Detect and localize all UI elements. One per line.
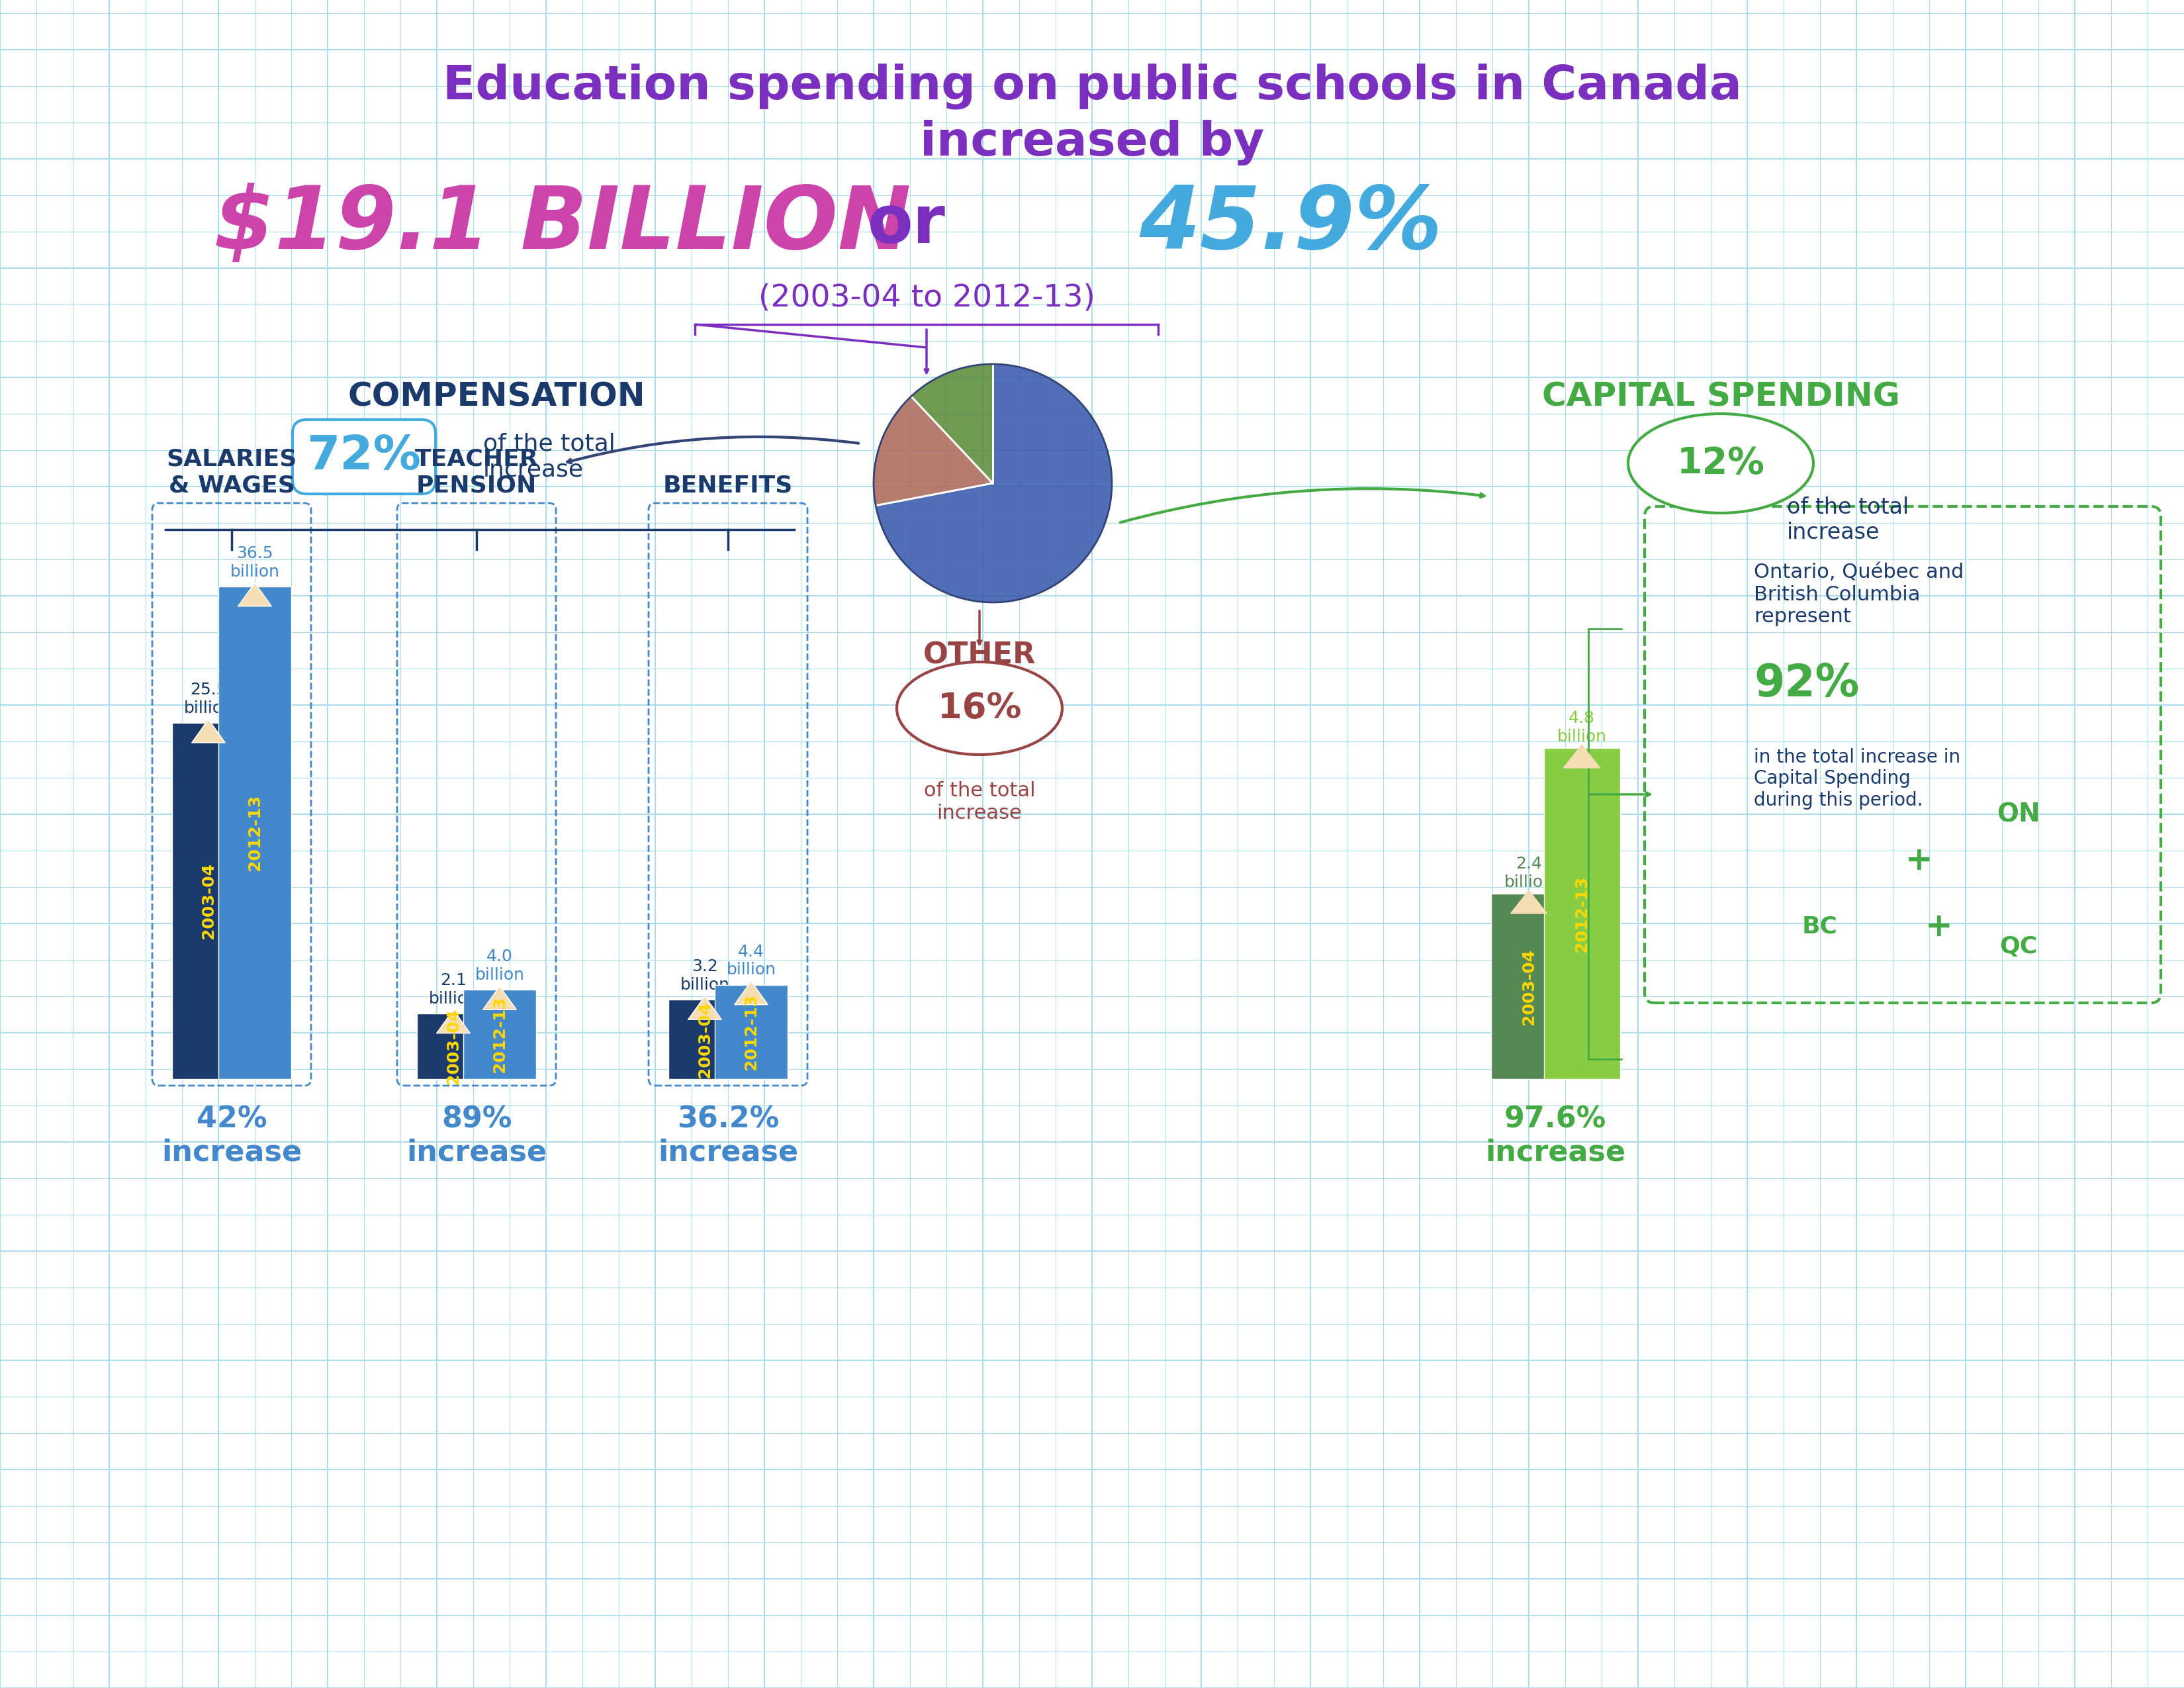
Text: 2012-13: 2012-13: [743, 994, 760, 1070]
Polygon shape: [483, 986, 515, 1009]
Text: 2003-04: 2003-04: [697, 1001, 712, 1077]
Polygon shape: [876, 365, 1112, 603]
Text: Ontario, Québec and
British Columbia
represent: Ontario, Québec and British Columbia rep…: [1754, 562, 1963, 626]
Text: 12%: 12%: [1677, 446, 1765, 481]
Text: of the total
increase: of the total increase: [483, 432, 616, 481]
Text: 45.9%: 45.9%: [1140, 182, 1441, 267]
Text: increased by: increased by: [919, 120, 1265, 165]
Text: 36.2%
increase: 36.2% increase: [657, 1106, 797, 1166]
FancyBboxPatch shape: [1544, 748, 1621, 1079]
Text: of the total
increase: of the total increase: [1787, 496, 1909, 544]
Text: or: or: [867, 192, 946, 257]
Text: SALARIES
& WAGES: SALARIES & WAGES: [166, 447, 297, 496]
Text: TEACHER
PENSION: TEACHER PENSION: [415, 447, 537, 496]
Polygon shape: [192, 719, 225, 743]
Text: 2012-13: 2012-13: [491, 996, 507, 1072]
FancyBboxPatch shape: [417, 1013, 489, 1079]
Text: 2.4
billion: 2.4 billion: [1505, 856, 1553, 890]
Text: 4.4
billion: 4.4 billion: [727, 944, 775, 977]
Text: 42%
increase: 42% increase: [162, 1106, 301, 1166]
Text: 4.0
billion: 4.0 billion: [474, 949, 524, 982]
Text: BENEFITS: BENEFITS: [664, 474, 793, 496]
Text: 2012-13: 2012-13: [247, 795, 262, 871]
FancyBboxPatch shape: [714, 984, 788, 1079]
Ellipse shape: [1627, 414, 1813, 513]
Text: COMPENSATION: COMPENSATION: [347, 381, 644, 414]
Text: 3.2
billion: 3.2 billion: [679, 959, 729, 993]
Text: 2003-04: 2003-04: [1520, 949, 1538, 1025]
Text: 25.5
billion: 25.5 billion: [183, 682, 234, 716]
Text: 72%: 72%: [306, 434, 422, 479]
Text: in the total increase in
Capital Spending
during this period.: in the total increase in Capital Spendin…: [1754, 748, 1961, 810]
Text: 2003-04: 2003-04: [201, 863, 216, 939]
Text: BC: BC: [1802, 915, 1837, 939]
Polygon shape: [238, 582, 271, 606]
Polygon shape: [437, 1009, 470, 1033]
FancyBboxPatch shape: [173, 722, 245, 1079]
Text: $19.1 BILLION: $19.1 BILLION: [214, 182, 911, 267]
Text: OTHER: OTHER: [924, 641, 1035, 670]
Text: +: +: [1926, 912, 1952, 942]
Text: 16%: 16%: [937, 690, 1022, 726]
Polygon shape: [1511, 890, 1546, 913]
Text: CAPITAL SPENDING: CAPITAL SPENDING: [1542, 381, 1900, 414]
Text: 36.5
billion: 36.5 billion: [229, 545, 280, 579]
FancyBboxPatch shape: [668, 999, 740, 1079]
Polygon shape: [734, 981, 769, 1004]
Text: 2003-04: 2003-04: [446, 1008, 461, 1084]
Text: 92%: 92%: [1754, 662, 1859, 706]
FancyBboxPatch shape: [1492, 893, 1566, 1079]
Text: 89%
increase: 89% increase: [406, 1106, 546, 1166]
Ellipse shape: [898, 662, 1061, 755]
Polygon shape: [1564, 744, 1601, 768]
Text: of the total
increase: of the total increase: [924, 782, 1035, 822]
Text: 97.6%
increase: 97.6% increase: [1485, 1106, 1625, 1166]
Text: 2012-13: 2012-13: [1575, 876, 1590, 952]
Text: +: +: [1904, 844, 1933, 876]
Text: Education spending on public schools in Canada: Education spending on public schools in …: [443, 62, 1741, 110]
Text: 2.1
billion: 2.1 billion: [428, 972, 478, 1006]
Text: 4.8
billion: 4.8 billion: [1557, 711, 1607, 744]
FancyBboxPatch shape: [463, 989, 535, 1079]
Polygon shape: [874, 397, 994, 506]
Text: (2003-04 to 2012-13): (2003-04 to 2012-13): [758, 284, 1094, 312]
Text: QC: QC: [2001, 935, 2038, 957]
Polygon shape: [911, 365, 994, 483]
FancyBboxPatch shape: [218, 586, 290, 1079]
Polygon shape: [688, 996, 721, 1020]
Text: ON: ON: [1996, 802, 2040, 827]
